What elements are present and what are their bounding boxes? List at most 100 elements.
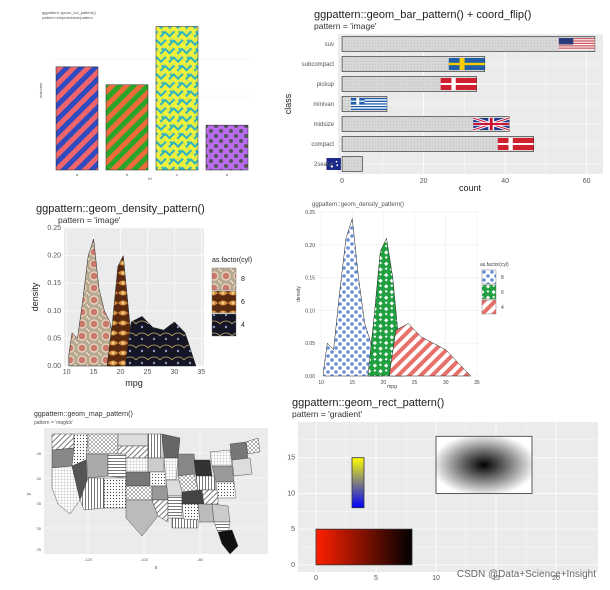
y-tick: compact [311,142,334,148]
legend: as.factor(cyl) 8 6 4 [480,262,509,315]
cross [497,143,534,145]
y-tick: 0.15 [47,280,61,287]
cross [350,100,365,102]
legend-key-4 [211,313,237,337]
gradient-rect-vertical [351,457,365,509]
x-tick: 60 [583,178,591,185]
y-tick: 0.10 [305,308,315,314]
stripe [350,104,387,106]
bar-flip-chart: ggpattern::geom_bar_pattern() + coord_fl… [283,9,603,193]
x-tick: 10 [318,380,324,386]
bar-compact [341,136,534,152]
legend-title: as.factor(cyl) [480,262,509,268]
star [336,164,339,167]
stripe [558,38,595,39]
x-tick: -120 [84,557,93,562]
star [335,160,338,163]
x-axis-label: mpg [125,378,143,388]
y-tick: 15 [287,455,295,462]
x-tick: 15 [492,575,500,582]
y-axis-label: class [283,93,293,114]
x-tick: 35 [474,380,480,386]
star [330,165,334,168]
legend-key-8 [211,267,237,291]
cross [448,62,485,66]
density-pattern-chart: ggpattern::geom_density_pattern() 10 15 20… [290,198,509,393]
y-tick: 2seater [314,162,334,168]
stripe [558,40,595,42]
legend-label: 8 [501,275,504,281]
bar-2seater [341,156,363,172]
y-axis-label: outcome [38,82,43,98]
map-pattern-chart: ggpattern::geom_map_pattern() pattern = … [22,404,277,579]
x-tick: 20 [117,369,125,376]
cross [473,123,510,125]
y-tick: 5 [291,526,295,533]
x-tick: a [76,172,79,177]
stripe [558,43,595,44]
x-axis-label: count [459,183,482,193]
stripe [350,100,387,102]
x-tick: 15 [349,380,355,386]
x-tick: 30 [443,380,449,386]
legend: as.factor(cyl) 8 6 4 [211,257,252,337]
stripe [558,39,595,41]
stripe [350,107,387,109]
y-tick: 0.25 [305,210,315,216]
col-pattern-chart: ggpattern::geom_col_pattern() pattern=st… [38,8,258,184]
gradient-rect-radial [435,435,533,494]
stripe [350,103,387,105]
y-tick: 0.05 [305,341,315,347]
y-tick: subcompact [302,62,335,68]
x-tick: -80 [197,557,204,562]
us-flag-icon [558,38,595,50]
legend-label: 6 [241,299,245,306]
y-axis-label: density [30,282,40,311]
stripe [558,44,595,46]
y-tick: 0 [291,562,295,569]
legend-label: 8 [241,276,245,283]
x-tick: 20 [381,380,387,386]
x-tick: 0 [340,178,344,185]
rect-gradient-chart: ggpattern::geom_rect_pattern() pattern =… [287,397,598,582]
chart-subtitle: pattern=stripe/weave/pattern [42,15,93,20]
chart-title: ggpattern::geom_col_pattern() [42,10,96,15]
legend-label: 4 [241,322,245,329]
bar-c [155,26,199,171]
x-axis-label: mpg [387,384,397,390]
x-tick: 20 [420,178,428,185]
x-tick: 10 [63,369,71,376]
legend-key-6 [211,290,237,314]
x-tick: b [126,172,129,177]
canton [558,38,574,45]
chart-title: ggpattern::geom_density_pattern() [36,203,205,215]
y-tick: 10 [287,490,295,497]
chart-subtitle: pattern = 'magick' [34,420,73,426]
stripe [558,38,595,40]
greece-flag-icon [350,98,387,110]
chart-subtitle: pattern = 'gradient' [292,409,362,419]
stripe [558,48,595,50]
x-tick: -100 [140,557,149,562]
sweden-flag-icon [448,58,485,70]
stripe [350,102,387,104]
x-tick: 20 [552,575,560,582]
y-tick: 35 [37,501,42,506]
x-tick: 15 [90,369,98,376]
bar-d [205,124,249,171]
x-tick: 40 [501,178,509,185]
legend-label: 4 [501,305,504,311]
legend-title: as.factor(cyl) [212,257,252,264]
us-states [51,433,261,555]
australia-flag-icon [326,158,341,170]
x-tick: 0 [314,575,318,582]
density-image-chart: ggpattern::geom_density_pattern() patter… [30,203,252,388]
legend-label: 6 [501,290,504,296]
watermark: CSDN @Data+Science+Insight [456,569,596,580]
y-tick: 0.15 [305,276,315,282]
y-tick: 45 [37,451,42,456]
chart-subtitle: pattern = 'image' [58,215,121,225]
stripe [558,44,595,45]
y-tick: 0.05 [47,335,61,342]
legend-key-6 [481,284,497,300]
